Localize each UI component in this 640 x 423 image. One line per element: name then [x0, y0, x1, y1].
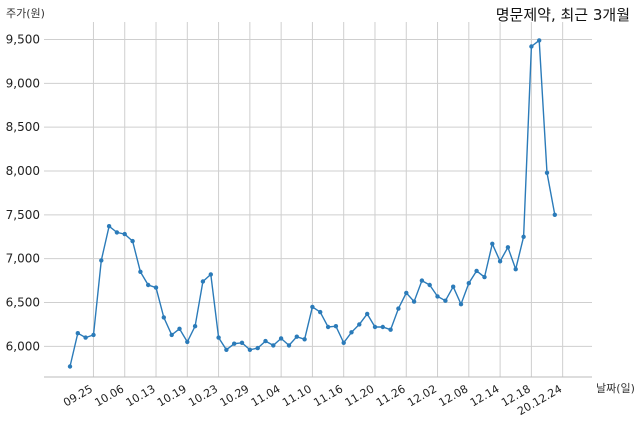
data-point [388, 327, 393, 332]
data-point [153, 285, 159, 290]
data-point [349, 330, 354, 335]
data-point [318, 309, 323, 315]
data-point [466, 281, 471, 286]
data-point [247, 347, 253, 352]
data-point [505, 245, 511, 250]
data-point [513, 267, 518, 272]
data-point [451, 284, 456, 289]
data-point [200, 279, 206, 284]
data-point [177, 326, 182, 331]
y-tick-label: 7,000 [6, 252, 40, 266]
data-point [146, 282, 151, 288]
y-tick-label: 6,500 [6, 295, 40, 309]
data-point [333, 324, 339, 329]
data-point [458, 302, 464, 307]
data-point [544, 170, 550, 175]
data-point [310, 304, 315, 310]
x-tick-label: 12.02 [405, 382, 439, 409]
data-point [83, 335, 88, 340]
data-point [474, 268, 479, 274]
data-point [271, 343, 276, 348]
data-point [185, 339, 190, 345]
data-point [372, 324, 378, 330]
data-point [67, 364, 73, 369]
data-point [114, 230, 120, 235]
x-tick-label: 11.20 [343, 382, 377, 409]
x-tick-label: 12.14 [468, 382, 502, 409]
data-point [216, 335, 221, 340]
x-tick-label: 10.23 [186, 382, 220, 409]
y-tick-label: 9,500 [6, 33, 40, 47]
x-tick-label: 11.16 [311, 382, 345, 409]
data-point [161, 315, 166, 320]
y-tick-label: 6,000 [6, 339, 40, 353]
data-point [521, 234, 526, 239]
data-point [302, 337, 307, 342]
data-point [404, 290, 409, 296]
data-point [91, 332, 96, 338]
data-point [411, 299, 417, 304]
x-tick-label: 09.25 [61, 382, 95, 409]
data-point [482, 274, 487, 280]
chart-title: 명문제약, 최근 3개월 [495, 6, 630, 24]
data-point [138, 269, 143, 274]
data-point [224, 347, 229, 352]
data-point [232, 341, 237, 346]
data-point [239, 340, 245, 345]
data-point [106, 224, 112, 229]
y-tick-label: 8,000 [6, 164, 40, 178]
y-axis-label: 주가(원) [6, 7, 45, 20]
x-tick-label: 12.08 [437, 382, 471, 409]
x-tick-label: 10.06 [92, 382, 126, 409]
data-point [490, 241, 495, 246]
y-tick-label: 9,000 [6, 76, 40, 90]
data-point [255, 345, 260, 351]
data-point [380, 324, 385, 330]
x-tick-label: 11.26 [374, 382, 408, 409]
data-point [75, 331, 81, 336]
y-tick-label: 8,500 [6, 120, 40, 134]
data-point [99, 258, 104, 263]
data-point [325, 324, 331, 330]
data-point [427, 282, 432, 288]
data-point [278, 336, 284, 341]
data-point [169, 332, 174, 338]
x-tick-label: 10.29 [218, 382, 252, 409]
data-point [419, 278, 425, 283]
data-point [497, 259, 503, 264]
data-point [341, 340, 346, 345]
data-point [537, 38, 542, 43]
data-point [357, 322, 362, 327]
y-tick-label: 7,500 [6, 208, 40, 222]
data-point [443, 298, 448, 303]
data-point [208, 272, 213, 277]
x-tick-label: 10.13 [124, 382, 158, 409]
data-point [435, 294, 440, 299]
x-tick-label: 10.19 [155, 382, 189, 409]
data-point [192, 324, 198, 329]
data-point [365, 311, 370, 317]
data-point [529, 44, 534, 49]
x-tick-label: 11.10 [280, 382, 314, 409]
data-point [122, 231, 127, 237]
data-point [396, 306, 401, 311]
x-tick-label: 11.04 [249, 382, 283, 409]
data-point [286, 343, 292, 348]
x-axis-label: 날짜(일) [596, 382, 635, 395]
data-point [552, 212, 557, 217]
data-point [294, 334, 299, 339]
data-point [130, 238, 135, 244]
data-point [263, 338, 268, 344]
